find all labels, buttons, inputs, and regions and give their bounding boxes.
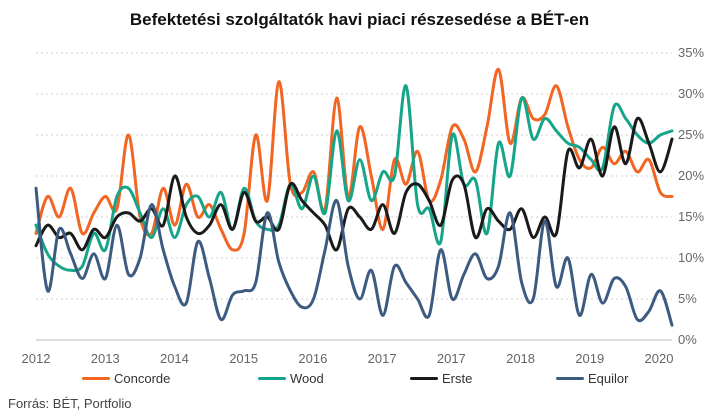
x-tick-label: 2013: [91, 351, 120, 366]
legend: Concorde Wood Erste Equilor: [0, 371, 719, 391]
x-tick-label: 2017: [368, 351, 397, 366]
legend-item-equilor: Equilor: [556, 371, 628, 386]
y-axis-ticks: 0% 5% 10% 15% 20% 25% 30% 35%: [678, 45, 704, 347]
series-line-erste: [34, 116, 674, 252]
y-tick-label: 5%: [678, 291, 697, 306]
legend-swatch-wood: [258, 377, 286, 380]
x-tick-label: 2014: [160, 351, 189, 366]
x-tick-label: 2016: [298, 351, 327, 366]
x-tick-label: 2015: [229, 351, 258, 366]
legend-label-erste: Erste: [442, 371, 473, 386]
y-tick-label: 35%: [678, 45, 704, 60]
x-tick-label: 2017: [437, 351, 466, 366]
legend-swatch-equilor: [556, 377, 584, 380]
legend-swatch-concorde: [82, 377, 110, 380]
y-tick-label: 20%: [678, 168, 704, 183]
x-tick-label: 2019: [575, 351, 604, 366]
y-tick-label: 15%: [678, 209, 704, 224]
legend-item-erste: Erste: [410, 371, 472, 386]
legend-item-concorde: Concorde: [82, 371, 170, 386]
legend-label-equilor: Equilor: [588, 371, 629, 386]
series-line-concorde: [34, 67, 674, 252]
y-tick-label: 0%: [678, 332, 697, 347]
legend-swatch-erste: [410, 377, 438, 380]
legend-label-concorde: Concorde: [114, 371, 171, 386]
x-tick-label: 2020: [645, 351, 674, 366]
chart-title: Befektetési szolgáltatók havi piaci rész…: [129, 10, 590, 29]
x-axis-ticks: 2012 2013 2014 2015 2016 2017 2017 2018 2019 2020: [22, 351, 674, 366]
y-tick-label: 25%: [678, 127, 704, 142]
legend-item-wood: Wood: [258, 371, 324, 386]
legend-label-wood: Wood: [290, 371, 324, 386]
y-tick-label: 30%: [678, 86, 704, 101]
series-line-equilor: [34, 186, 674, 327]
series-line-wood: [34, 84, 674, 273]
y-tick-label: 10%: [678, 250, 704, 265]
source-note: Forrás: BÉT, Portfolio: [8, 396, 132, 411]
x-tick-label: 2012: [22, 351, 51, 366]
series-lines: [34, 67, 674, 327]
x-tick-label: 2018: [506, 351, 535, 366]
